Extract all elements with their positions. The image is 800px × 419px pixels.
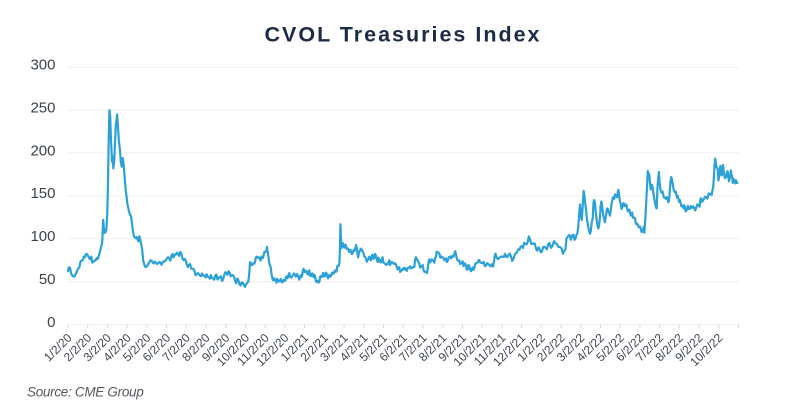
svg-text:300: 300 (30, 57, 55, 74)
svg-text:250: 250 (30, 99, 55, 116)
svg-text:100: 100 (30, 228, 55, 245)
svg-text:Source: CME Group: Source: CME Group (27, 385, 144, 400)
svg-text:150: 150 (30, 185, 55, 202)
svg-text:200: 200 (30, 142, 55, 159)
svg-text:CVOL Treasuries Index: CVOL Treasuries Index (264, 23, 541, 47)
svg-text:0: 0 (47, 314, 55, 331)
svg-text:50: 50 (39, 271, 56, 288)
